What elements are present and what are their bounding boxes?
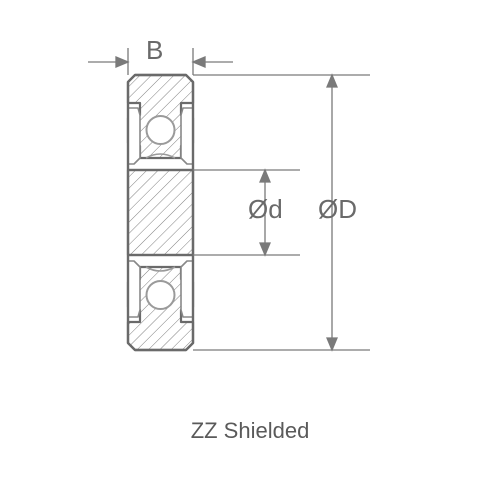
shield-upper-right [181, 108, 193, 164]
shield-lower-right [181, 261, 193, 317]
inner-race [128, 170, 193, 255]
label-D: ØD [318, 194, 357, 225]
label-d: Ød [248, 194, 283, 225]
dimension-d [193, 170, 300, 255]
diagram-caption: ZZ Shielded [0, 418, 500, 444]
ball-upper [147, 116, 175, 144]
label-B: B [146, 35, 163, 66]
shield-lower-left [128, 261, 140, 317]
shield-upper-left [128, 108, 140, 164]
ball-lower [147, 281, 175, 309]
bearing-body [128, 75, 193, 350]
